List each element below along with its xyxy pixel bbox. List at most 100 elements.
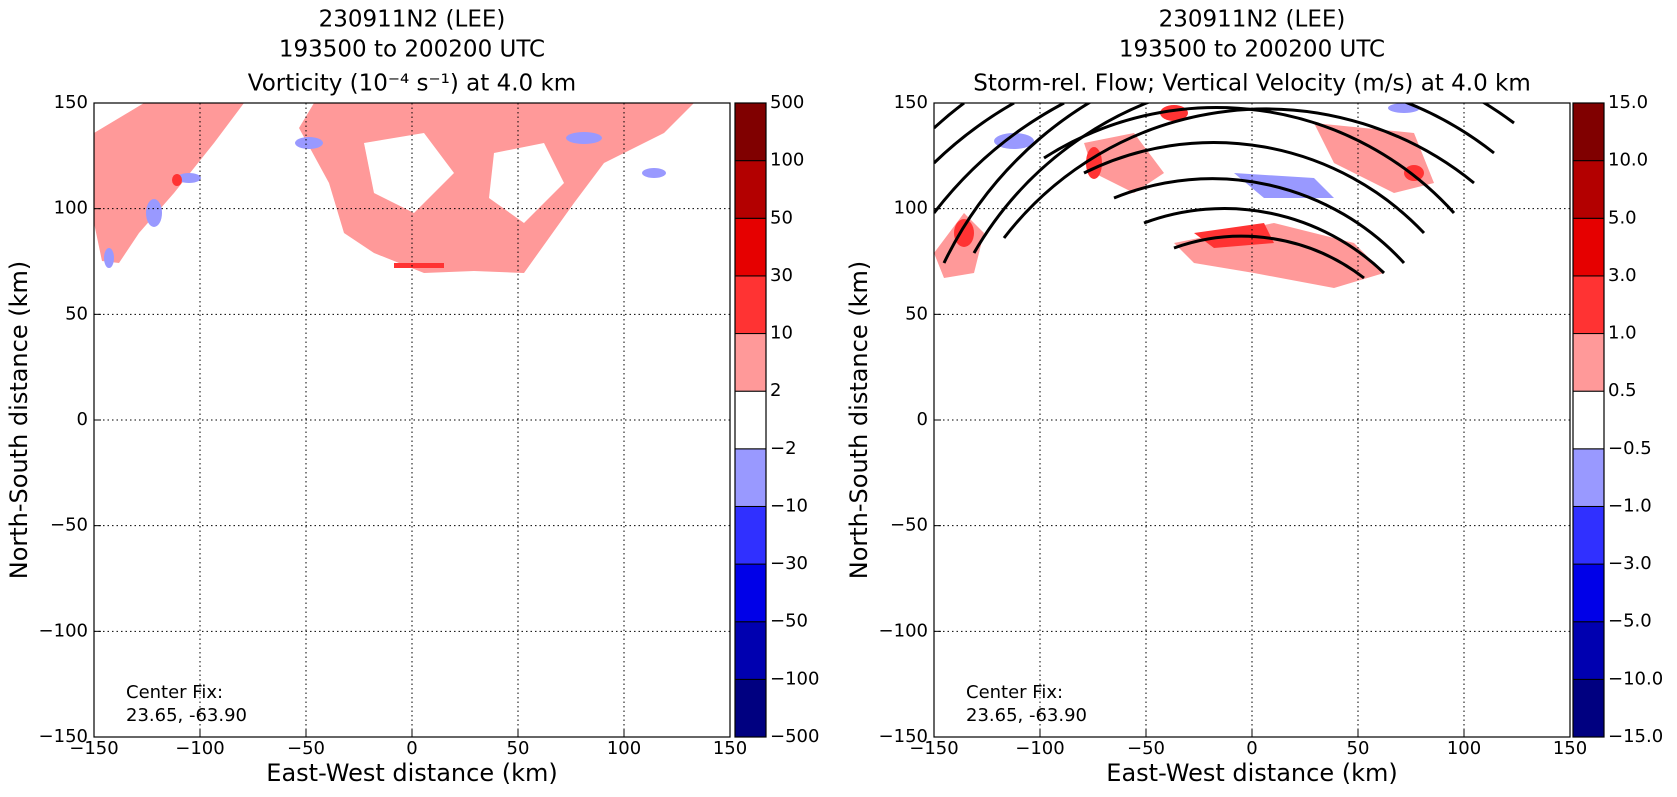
colorbar-segment bbox=[734, 333, 767, 392]
colorbar-segment bbox=[734, 563, 767, 623]
colorbar-segment bbox=[734, 505, 767, 565]
plot-frame bbox=[933, 102, 1571, 738]
annotation: 23.65, -63.90 bbox=[126, 705, 247, 726]
x-tick-label: 150 bbox=[1553, 738, 1587, 759]
colorbar-segment bbox=[1572, 505, 1605, 565]
contour-region bbox=[364, 133, 454, 213]
annotation: 23.65, -63.90 bbox=[966, 705, 1087, 726]
colorbar-label: −3.0 bbox=[1608, 553, 1652, 574]
colorbar-segment bbox=[734, 102, 767, 162]
chart-title: 230911N2 (LEE) bbox=[1159, 7, 1346, 33]
colorbar-label: 30 bbox=[770, 265, 793, 286]
colorbar-segment bbox=[1572, 160, 1605, 219]
x-tick-label: 50 bbox=[507, 738, 530, 759]
colorbar-segment bbox=[1572, 333, 1605, 392]
streamline bbox=[942, 103, 1515, 264]
contour-region bbox=[94, 103, 244, 263]
y-tick-label: 0 bbox=[917, 409, 928, 430]
x-tick-label: 150 bbox=[713, 738, 747, 759]
contour-region bbox=[104, 248, 114, 268]
x-tick-label: 100 bbox=[607, 738, 641, 759]
streamline bbox=[1173, 234, 1365, 280]
colorbar-segment bbox=[1572, 390, 1605, 450]
colorbar-label: 10 bbox=[770, 323, 793, 344]
contour-region bbox=[295, 137, 323, 149]
contour-region bbox=[1086, 147, 1102, 179]
x-tick-label: 100 bbox=[1447, 738, 1481, 759]
streamline bbox=[1143, 207, 1386, 275]
contour-region bbox=[146, 199, 162, 227]
colorbar-label: −2 bbox=[770, 438, 797, 459]
x-tick-label: −150 bbox=[909, 738, 958, 759]
x-axis-label: East-West distance (km) bbox=[1106, 759, 1397, 787]
contour-region bbox=[994, 133, 1034, 149]
x-axis-label: East-West distance (km) bbox=[266, 759, 557, 787]
x-tick-label: −100 bbox=[1015, 738, 1064, 759]
x-tick-label: −150 bbox=[69, 738, 118, 759]
streamline bbox=[934, 103, 1015, 165]
colorbar-frame bbox=[734, 102, 767, 738]
contour-field-right bbox=[934, 103, 1515, 288]
colorbar-label: −1.0 bbox=[1608, 495, 1652, 516]
colorbar-label: 15.0 bbox=[1608, 92, 1648, 113]
annotation: Center Fix: bbox=[966, 682, 1063, 703]
x-tick-label: 50 bbox=[1347, 738, 1370, 759]
x-tick-label: −100 bbox=[175, 738, 224, 759]
y-tick-label: 0 bbox=[77, 409, 88, 430]
colorbar-label: −15.0 bbox=[1608, 726, 1663, 747]
colorbar-segment bbox=[1572, 448, 1605, 507]
annotation: Center Fix: bbox=[126, 682, 223, 703]
colorbar-frame bbox=[1572, 102, 1605, 738]
colorbar-label: 10.0 bbox=[1608, 150, 1648, 171]
y-tick-label: 150 bbox=[54, 92, 88, 113]
contour-region bbox=[177, 173, 201, 183]
y-tick-label: −100 bbox=[879, 620, 928, 641]
colorbar-segment bbox=[734, 678, 767, 738]
colorbar-segment bbox=[1572, 275, 1605, 335]
colorbar-label: 3.0 bbox=[1608, 265, 1637, 286]
colorbar-segment bbox=[1572, 678, 1605, 738]
contour-field-left bbox=[94, 103, 694, 273]
streamline bbox=[934, 103, 965, 130]
contour-region bbox=[1314, 123, 1434, 193]
streamline bbox=[972, 103, 1495, 254]
y-tick-label: 50 bbox=[905, 303, 928, 324]
chart-title: 193500 to 200200 UTC bbox=[1119, 37, 1385, 63]
colorbar-label: −50 bbox=[770, 611, 808, 632]
chart-title: Vorticity (10⁻⁴ s⁻¹) at 4.0 km bbox=[248, 71, 576, 97]
contour-region bbox=[1234, 173, 1334, 198]
contour-region bbox=[566, 132, 602, 144]
x-tick-label: −50 bbox=[287, 738, 325, 759]
contour-region bbox=[489, 143, 564, 223]
colorbar-segment bbox=[734, 621, 767, 680]
y-tick-label: −150 bbox=[39, 726, 88, 747]
x-tick-label: 0 bbox=[1246, 738, 1257, 759]
colorbar-label: −30 bbox=[770, 553, 808, 574]
y-axis-label: North-South distance (km) bbox=[845, 261, 873, 580]
x-tick-label: 0 bbox=[406, 738, 417, 759]
contour-region bbox=[1404, 165, 1424, 181]
colorbar-segment bbox=[734, 275, 767, 335]
colorbar-label: 50 bbox=[770, 207, 793, 228]
contour-region bbox=[1084, 133, 1164, 193]
colorbar-segment bbox=[734, 217, 767, 277]
colorbar-label: 100 bbox=[770, 150, 804, 171]
contour-region bbox=[394, 263, 444, 268]
streamline bbox=[1113, 177, 1406, 265]
colorbar-segment bbox=[1572, 563, 1605, 623]
colorbar-label: −500 bbox=[770, 726, 819, 747]
plot-frame bbox=[93, 102, 731, 738]
y-axis-label: North-South distance (km) bbox=[5, 261, 33, 580]
colorbar-label: −10.0 bbox=[1608, 668, 1663, 689]
streamline bbox=[934, 103, 1065, 214]
colorbar-segment bbox=[734, 390, 767, 450]
colorbar-segment bbox=[1572, 217, 1605, 277]
contour-region bbox=[954, 219, 974, 247]
colorbar-label: 0.5 bbox=[1608, 380, 1637, 401]
streamline bbox=[1002, 107, 1475, 239]
colorbar-label: −0.5 bbox=[1608, 438, 1652, 459]
colorbar-segment bbox=[734, 448, 767, 507]
y-tick-label: 100 bbox=[54, 198, 88, 219]
colorbar-label: 5.0 bbox=[1608, 207, 1637, 228]
